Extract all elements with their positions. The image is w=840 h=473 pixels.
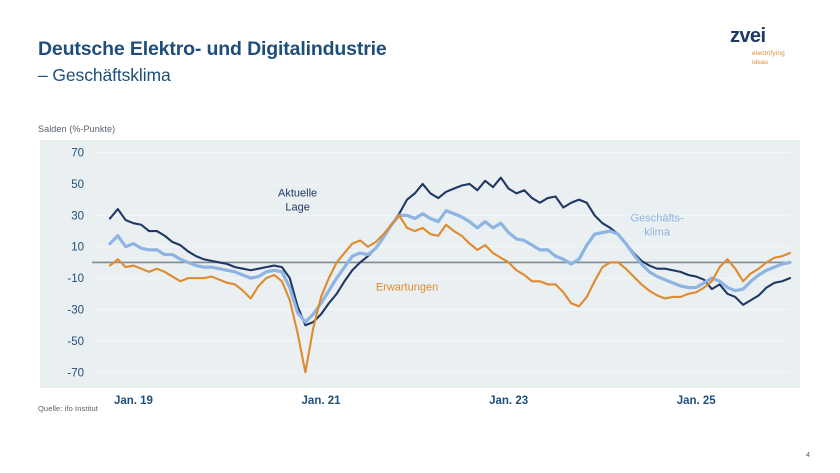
zvei-tagline-line2: ideas (752, 58, 769, 66)
business-climate-line-chart: 70 50 30 10 -10 -30 -50 -70 Aktuelle Lage Erwartun… (67, 148, 792, 407)
series-line-erwartungen (108, 214, 792, 374)
y-axis-tick-label: -30 (67, 305, 84, 317)
zvei-wordmark: zvei (730, 25, 766, 47)
series-annotation: klima (644, 227, 671, 239)
zvei-tagline-line1: electrifying (752, 50, 785, 57)
x-axis-tick-label: Jan. 21 (302, 395, 342, 407)
source-note: Quelle: ifo Institut (38, 404, 98, 413)
y-axis-tick-label: 70 (71, 148, 84, 160)
series-annotation: Lage (285, 202, 309, 214)
series-line-aktuelle-lage (108, 176, 792, 327)
x-axis-tick-label: Jan. 23 (489, 395, 528, 407)
page-number: 4 (805, 450, 810, 459)
y-axis-tick-label: -50 (67, 336, 84, 348)
x-axis-tick-label: Jan. 19 (114, 395, 153, 407)
y-axis-tick-label: 10 (71, 242, 84, 254)
page-title: Deutsche Elektro- und Digitalindustrie (38, 38, 387, 60)
series-annotation: Geschäfts- (631, 213, 685, 225)
y-axis-tick-label: -70 (67, 367, 84, 379)
y-axis-caption: Salden (%-Punkte) (38, 124, 116, 134)
page-subtitle: – Geschäftsklima (38, 65, 171, 85)
y-axis-tick-label: 30 (71, 210, 84, 222)
x-axis-tick-label: Jan. 25 (677, 395, 717, 407)
zvei-logo: zvei electrifying ideas (730, 26, 810, 68)
series-line-gesch-ftsklima (108, 209, 792, 324)
chart-plot-background (40, 140, 800, 388)
series-annotation: Erwartungen (376, 282, 438, 294)
series-annotation: Aktuelle (278, 188, 317, 200)
y-axis-tick-label: 50 (71, 179, 84, 191)
y-axis-tick-label: -10 (67, 273, 84, 285)
title-block: Deutsche Elektro- und Digitalindustrie –… (38, 38, 387, 88)
